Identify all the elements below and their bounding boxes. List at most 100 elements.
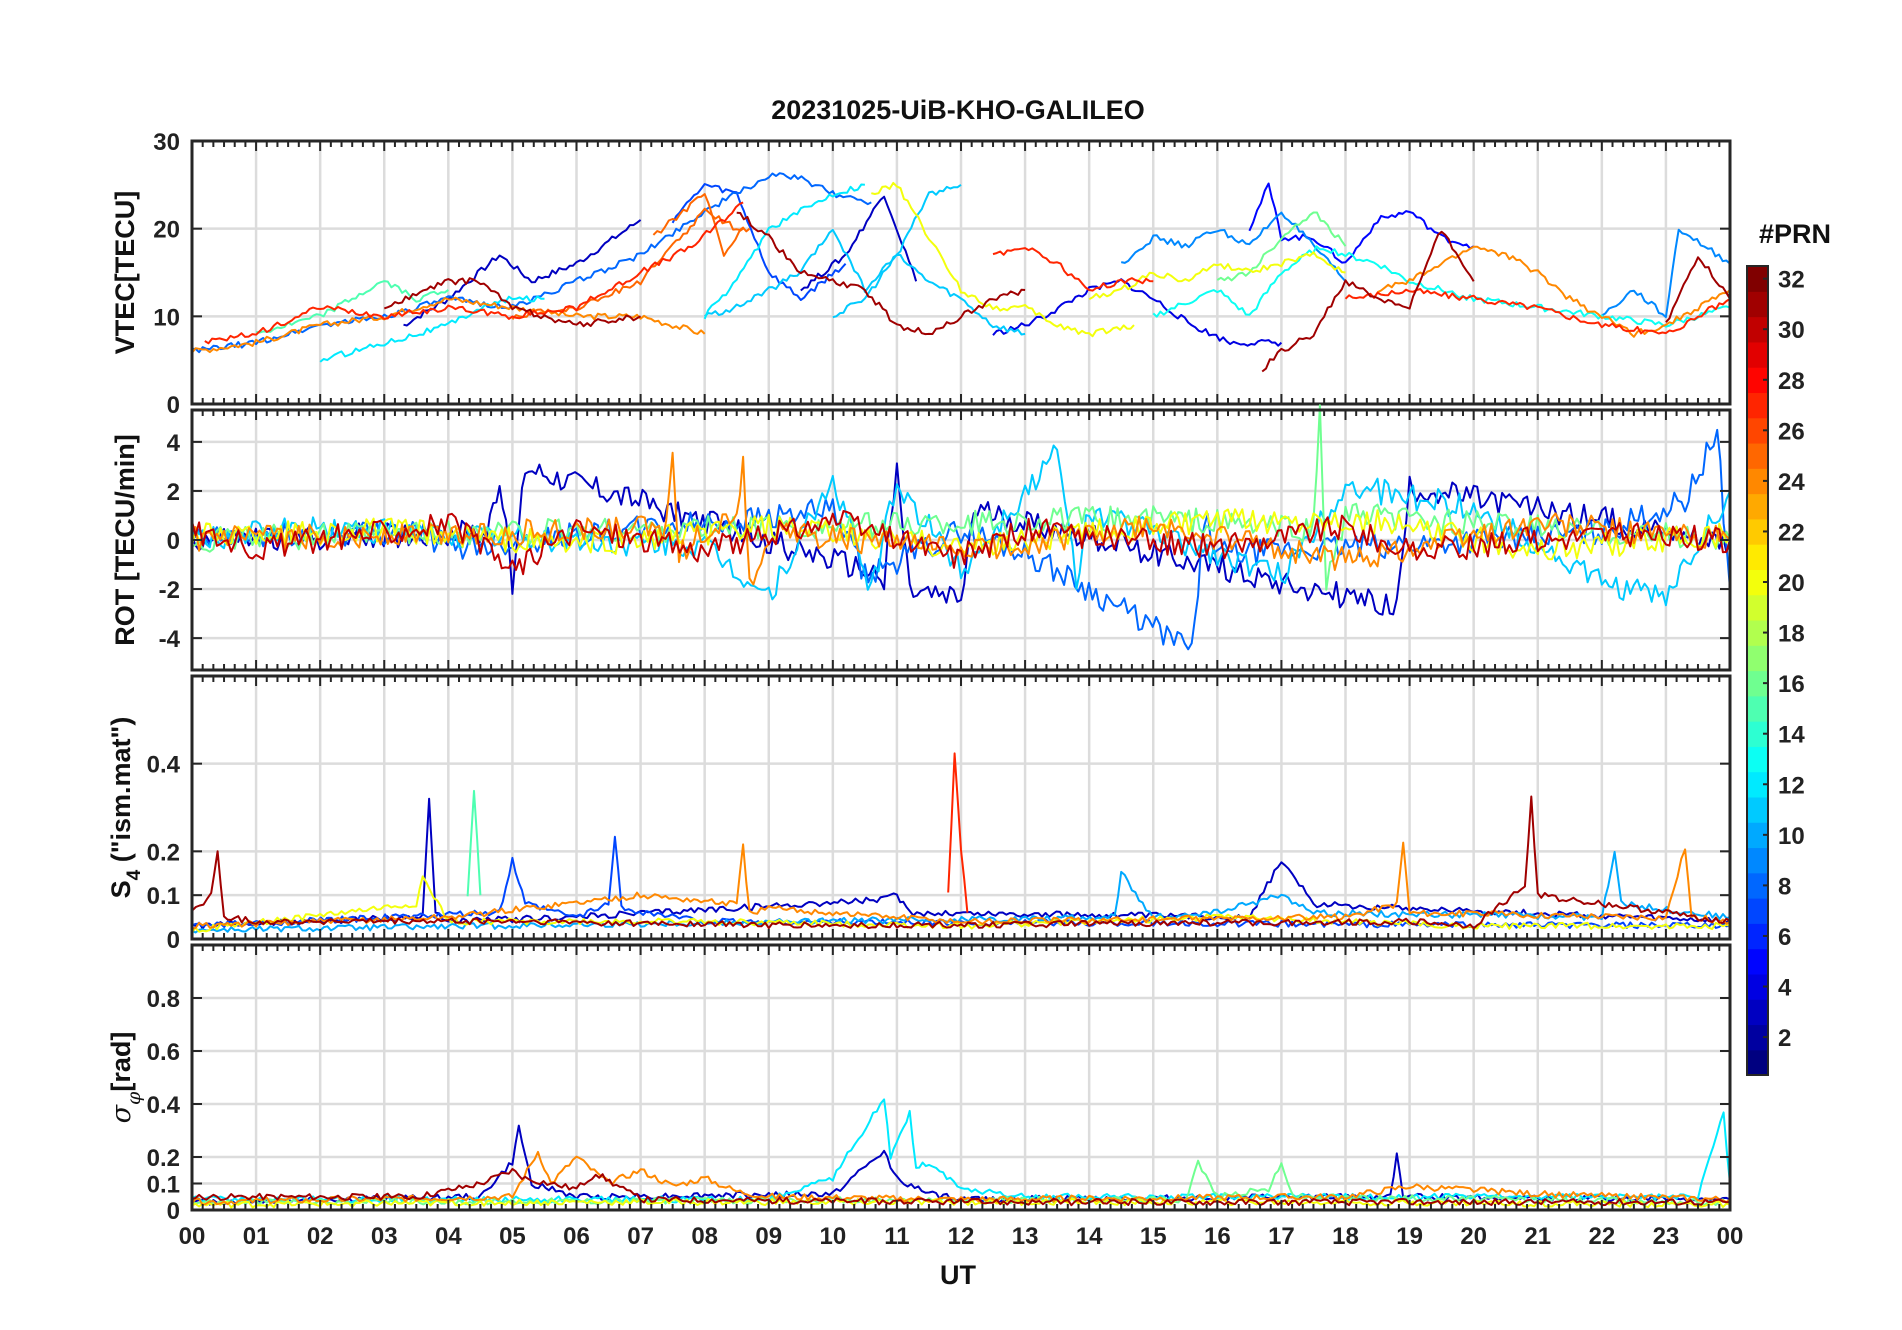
series-line-prn-31 — [191, 795, 1731, 930]
colorbar-label: #PRN — [1759, 219, 1831, 249]
series-line-prn-27 — [992, 247, 1154, 292]
colorbar-frame — [1746, 265, 1769, 1076]
y-tick-label: 0.1 — [147, 1172, 180, 1199]
series-line-prn-31 — [1261, 230, 1475, 373]
series-line-prn-24 — [191, 296, 706, 354]
colorbar-tick-label: 12 — [1778, 772, 1805, 799]
y-tick-label: 0 — [167, 1198, 180, 1225]
colorbar-segment — [1747, 619, 1768, 646]
series-line-prn-31 — [1665, 256, 1731, 323]
x-tick-label: 13 — [1012, 1223, 1039, 1250]
colorbar-segment — [1747, 367, 1768, 394]
series-line-prn-12 — [703, 183, 865, 320]
y-tick-label: 4 — [167, 430, 181, 457]
colorbar-segment — [1747, 493, 1768, 520]
minor-ticks — [191, 140, 1731, 405]
x-tick-label: 08 — [691, 1223, 718, 1250]
colorbar-segment — [1747, 670, 1768, 697]
x-tick-label: 03 — [371, 1223, 398, 1250]
x-tick-label: 14 — [1076, 1223, 1103, 1250]
colorbar-segment — [1747, 291, 1768, 318]
y-tick-label: 10 — [153, 304, 180, 331]
colorbar-segment — [1747, 746, 1768, 773]
x-tick-label: 17 — [1268, 1223, 1295, 1250]
colorbar-segment — [1747, 847, 1768, 874]
colorbar-segment — [1747, 442, 1768, 469]
y-tick-label: 0.2 — [147, 839, 180, 866]
colorbar-tick-label: 18 — [1778, 621, 1805, 648]
colorbar-tick-label: 30 — [1778, 317, 1805, 344]
colorbar-segment — [1747, 316, 1768, 343]
x-tick-label: 22 — [1588, 1223, 1615, 1250]
x-tick-label: 15 — [1140, 1223, 1167, 1250]
y-tick-label: -2 — [159, 577, 180, 604]
colorbar-segment — [1747, 999, 1768, 1026]
series-line-prn-4 — [992, 278, 1283, 347]
series-line-prn-31 — [736, 211, 1026, 336]
x-tick-label: 11 — [884, 1223, 909, 1250]
x-tick-label: 19 — [1396, 1223, 1423, 1250]
x-tick-label: 04 — [435, 1223, 462, 1250]
y-tick-label: 0 — [167, 528, 180, 555]
x-tick-label: 10 — [819, 1223, 846, 1250]
x-tick-label: 00 — [179, 1223, 206, 1250]
y-tick-label: 0 — [167, 392, 180, 419]
x-tick-label: 02 — [307, 1223, 334, 1250]
colorbar-tick-label: 8 — [1778, 873, 1791, 900]
series-line-prn-16 — [1216, 211, 1347, 282]
colorbar-segment — [1747, 973, 1768, 1000]
colorbar-segment — [1747, 898, 1768, 924]
y-tick-label: 0.8 — [147, 986, 180, 1013]
colorbar-segment — [1747, 721, 1768, 747]
colorbar-tick-label: 2 — [1778, 1025, 1791, 1052]
x-tick-label: 16 — [1204, 1223, 1231, 1250]
series-line-prn-7 — [671, 183, 847, 301]
x-tick-label: 07 — [627, 1223, 654, 1250]
y-tick-label: 0.1 — [147, 883, 180, 910]
colorbar-segment — [1747, 695, 1768, 722]
minor-ticks — [191, 676, 1731, 940]
colorbar-tick-label: 32 — [1778, 267, 1805, 294]
colorbar-segment — [1747, 341, 1768, 368]
series-line-prn-27 — [1344, 288, 1731, 335]
colorbar-segment — [1747, 594, 1768, 621]
series-line-prn-24 — [191, 451, 1731, 586]
y-axis-label: σφ[rad] — [106, 1032, 145, 1124]
colorbar-segment — [1747, 569, 1768, 596]
y-tick-label: 0 — [167, 927, 180, 954]
y-tick-label: -4 — [159, 626, 181, 653]
y-axis-label: S4 ("ism.mat") — [106, 717, 145, 899]
series-line-prn-24 — [1377, 245, 1731, 338]
series-line-prn-25 — [652, 193, 744, 257]
y-tick-label: 20 — [153, 217, 180, 244]
y-tick-label: 0.2 — [147, 1145, 180, 1172]
panel-rot: -4 -2 0 2 4 ROT [TECU/min] — [110, 404, 1732, 672]
colorbar-tick-label: 28 — [1778, 368, 1805, 395]
y-tick-label: 0.4 — [147, 752, 181, 779]
series-line-prn-8 — [192, 172, 872, 354]
x-tick-labels: 00 01 02 03 04 05 06 07 08 09 10 11 12 13 14 15 16 17 18 19… — [179, 1223, 1744, 1250]
series-line-prn-31 — [191, 1168, 1731, 1207]
colorbar-segment — [1747, 771, 1768, 798]
colorbar-segment — [1747, 923, 1768, 950]
series-line-prn-31 — [383, 277, 642, 328]
series-line-prn-9 — [1120, 211, 1347, 282]
series-line-prn-10 — [191, 850, 1731, 934]
series-line-prn-13 — [1152, 245, 1731, 328]
panel-s4: 0 0.1 0.2 0.4S4 ("ism.mat") — [106, 674, 1732, 954]
colorbar-tick-label: 22 — [1778, 519, 1805, 546]
y-tick-label: 0.6 — [147, 1039, 180, 1066]
series-line-prn-5 — [1248, 182, 1475, 264]
series-line-prn-15 — [466, 789, 482, 897]
x-axis-label: UT — [940, 1260, 976, 1290]
y-axis-label: VTEC[TECU] — [110, 191, 140, 355]
chart-title: 20231025-UiB-KHO-GALILEO — [771, 95, 1145, 125]
series-line-prn-30 — [191, 510, 1731, 576]
colorbar-tick-label: 6 — [1778, 924, 1791, 951]
colorbar-tick-label: 24 — [1778, 469, 1805, 496]
colorbar-tick-label: 26 — [1778, 418, 1805, 445]
series-line-prn-20 — [1088, 251, 1346, 301]
x-tick-label: 18 — [1332, 1223, 1359, 1250]
colorbar-segment — [1747, 417, 1768, 444]
